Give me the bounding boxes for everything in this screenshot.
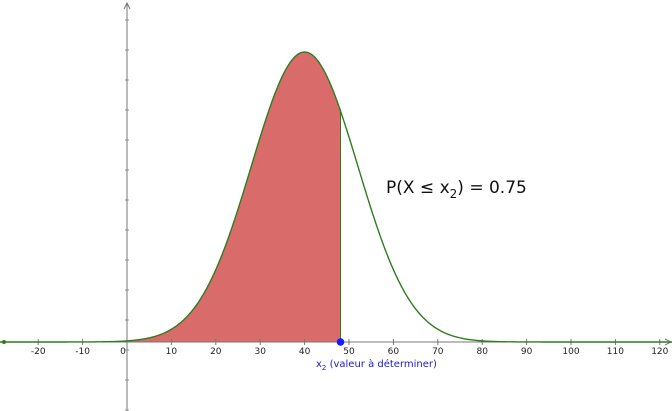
x-tick-label: 20 xyxy=(210,347,222,357)
x-tick-label: 110 xyxy=(607,347,624,357)
label-layer: -20 -10 0 10 20 30 40 50 60 70 80 90 100 110 120 xyxy=(31,347,669,357)
shaded-area xyxy=(0,52,341,342)
curve-layer xyxy=(0,51,672,346)
curve-start-point xyxy=(2,340,6,344)
x-tick-label: 30 xyxy=(254,347,266,357)
x-tick-label: 120 xyxy=(651,347,668,357)
x-tick-label: 0 xyxy=(120,347,126,357)
x-tick-label: -10 xyxy=(75,347,90,357)
point-x2[interactable] xyxy=(336,338,345,346)
density-curve xyxy=(0,51,672,343)
x-tick-label: 70 xyxy=(432,347,444,357)
x-tick-label: 40 xyxy=(299,347,311,357)
probability-annotation: P(X ≤ x2) = 0.75 xyxy=(386,178,527,201)
x-tick-label: 100 xyxy=(562,347,579,357)
x-tick-label: -20 xyxy=(31,347,46,357)
x-tick-label: 90 xyxy=(521,347,533,357)
x-tick-label: 60 xyxy=(388,347,400,357)
x-tick-label: 80 xyxy=(476,347,488,357)
point-x2-label: x2 (valeur à déterminer) xyxy=(316,358,437,372)
x-tick-label: 50 xyxy=(343,347,355,357)
x-tick-label: 10 xyxy=(166,347,178,357)
area-layer xyxy=(0,52,342,342)
y-axis-arrow xyxy=(123,1,131,10)
